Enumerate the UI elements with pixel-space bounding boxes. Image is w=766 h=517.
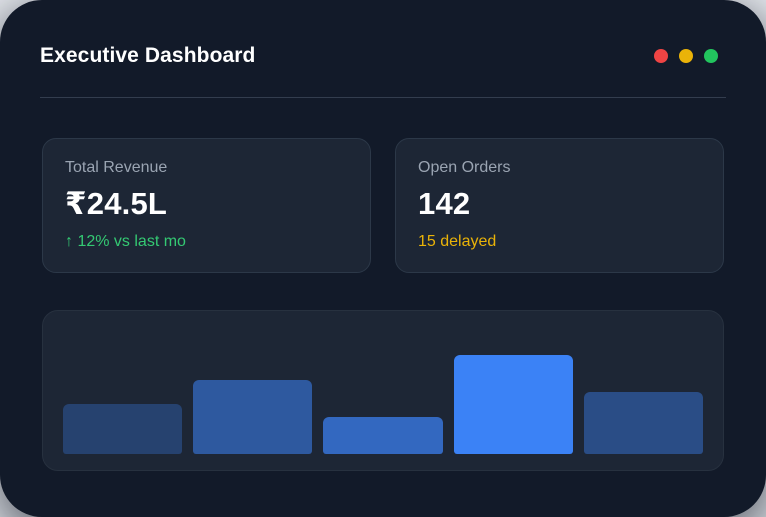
kpi-card-total-revenue: Total Revenue ₹24.5L ↑ 12% vs last mo bbox=[42, 138, 371, 273]
window-maximize-button[interactable] bbox=[704, 49, 718, 63]
bar-4 bbox=[453, 355, 573, 454]
bar-chart bbox=[42, 310, 724, 471]
window-minimize-button[interactable] bbox=[679, 49, 693, 63]
bar-5 bbox=[583, 392, 704, 454]
window-close-button[interactable] bbox=[654, 49, 668, 63]
header-divider bbox=[40, 97, 726, 98]
bar-2 bbox=[193, 380, 313, 454]
kpi-label: Total Revenue bbox=[65, 159, 168, 176]
window-controls bbox=[654, 49, 718, 63]
header: Executive Dashboard bbox=[0, 0, 766, 68]
bar-1 bbox=[63, 404, 183, 454]
kpi-delta-warning: 15 delayed bbox=[418, 233, 497, 250]
kpi-value: 142 bbox=[418, 186, 471, 221]
kpi-cards-row: Total Revenue ₹24.5L ↑ 12% vs last mo Op… bbox=[42, 138, 724, 273]
page-title: Executive Dashboard bbox=[40, 44, 256, 67]
kpi-value: ₹24.5L bbox=[65, 186, 168, 221]
kpi-delta-positive: ↑ 12% vs last mo bbox=[65, 233, 186, 250]
kpi-card-open-orders: Open Orders 142 15 delayed bbox=[395, 138, 724, 273]
bar-3 bbox=[323, 417, 443, 454]
kpi-label: Open Orders bbox=[418, 159, 511, 176]
